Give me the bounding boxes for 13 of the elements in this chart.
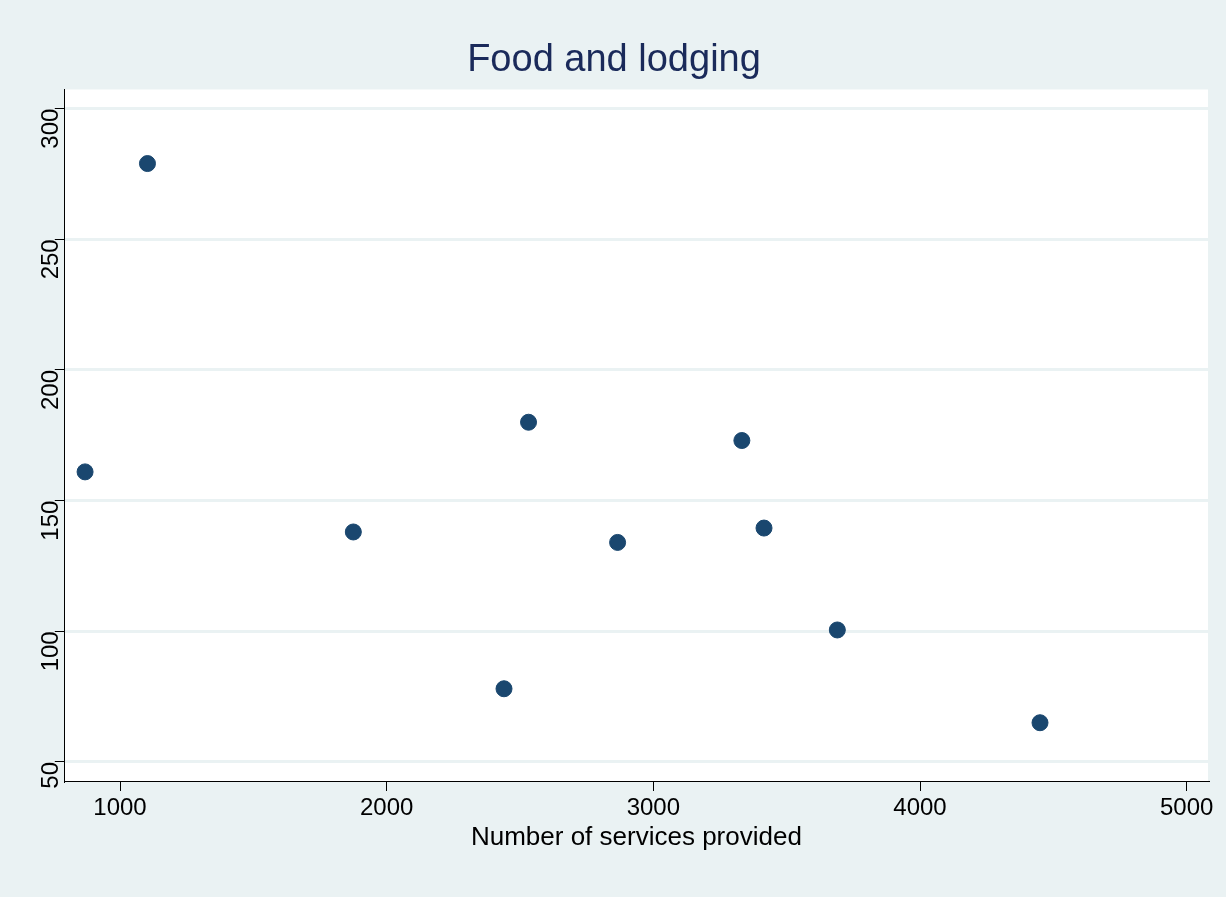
x-tick-label: 2000: [359, 793, 414, 821]
y-tick-label: 100: [36, 631, 64, 672]
x-tick-label: 5000: [1159, 793, 1214, 821]
y-tick-label: 50: [36, 761, 64, 789]
x-tick-label: 4000: [893, 793, 947, 821]
y-tick-label: 300: [36, 108, 64, 149]
x-tick-label: 1000: [93, 793, 147, 821]
y-tick-label: 150: [36, 500, 64, 541]
y-tick-label: 200: [36, 369, 64, 411]
chart-title: Food and lodging: [467, 37, 761, 80]
x-axis-title: Number of services provided: [470, 820, 802, 851]
x-tick-label: 3000: [626, 793, 681, 821]
y-tick-label: 250: [36, 239, 64, 280]
